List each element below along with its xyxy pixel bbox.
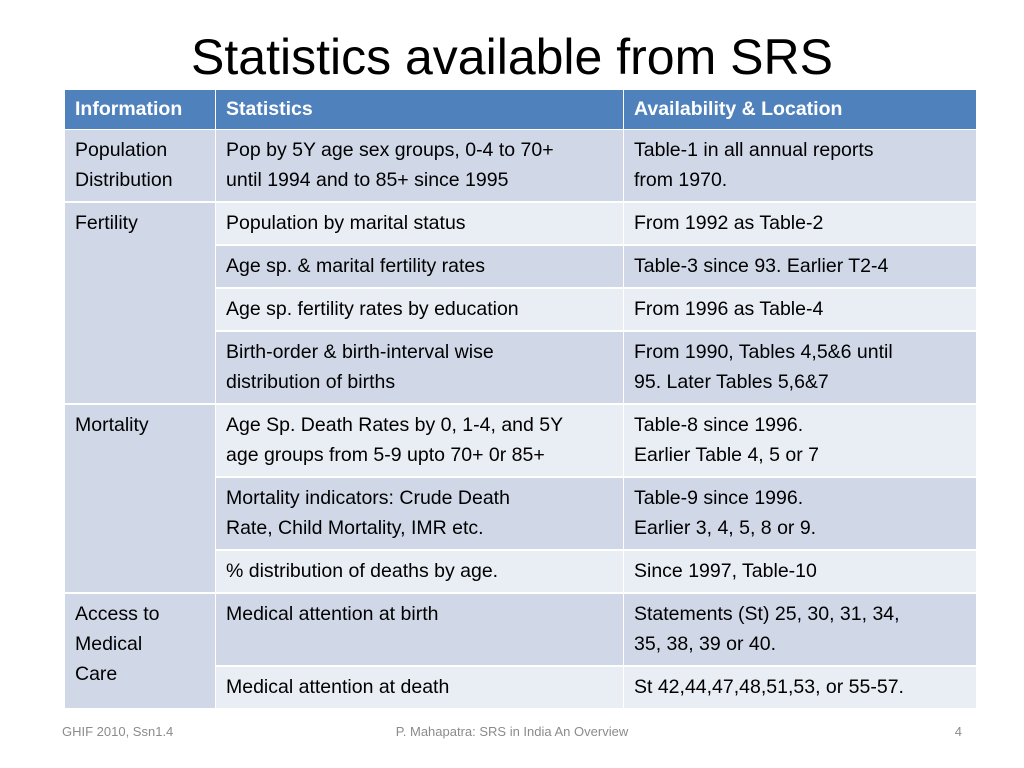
availability-cell: From 1992 as Table-2 [623,201,977,246]
table-row: Age sp. & marital fertility rates Table-… [65,244,977,289]
availability-text: Table-1 in all annual reports from 1970. [634,139,874,191]
availability-cell: Statements (St) 25, 30, 31, 34, 35, 38, … [623,592,977,667]
availability-cell: St 42,44,47,48,51,53, or 55-57. [623,665,977,710]
statistics-cell: Population by marital status [215,201,624,246]
table-row: Mortality indicators: Crude Death Rate, … [65,476,977,551]
availability-text: From 1992 as Table-2 [634,212,824,234]
category-label: Access to Medical Care [75,603,160,685]
statistics-text: Pop by 5Y age sex groups, 0-4 to 70+ unt… [226,139,554,191]
availability-text: From 1990, Tables 4,5&6 until 95. Later … [634,341,893,393]
availability-text: Since 1997, Table-10 [634,560,817,582]
availability-text: Table-8 since 1996. Earlier Table 4, 5 o… [634,414,819,466]
statistics-text: Age sp. & marital fertility rates [226,255,486,277]
availability-cell: Table-3 since 93. Earlier T2-4 [623,244,977,289]
slide-title: Statistics available from SRS [191,29,833,85]
statistics-text: Population by marital status [226,212,466,234]
statistics-text: Medical attention at death [226,676,450,698]
category-label: Population Distribution [75,139,173,191]
statistics-cell: Pop by 5Y age sex groups, 0-4 to 70+ unt… [215,129,624,203]
table-row: Population Distribution Pop by 5Y age se… [64,129,977,203]
category-label: Mortality [75,414,149,436]
statistics-cell: Medical attention at birth [215,592,624,667]
availability-text: From 1996 as Table-4 [634,298,824,320]
table-row: % distribution of deaths by age. Since 1… [65,549,977,594]
footer-presentation-title: P. Mahapatra: SRS in India An Overview [395,724,629,739]
table-row: Age sp. fertility rates by education Fro… [65,287,977,332]
category-cell: Access to Medical Care [64,592,216,710]
statistics-cell: Birth-order & birth-interval wise distri… [215,330,624,405]
table-row: Birth-order & birth-interval wise distri… [65,330,977,405]
statistics-text: % distribution of deaths by age. [226,560,499,582]
footer-session: GHIF 2010, Ssn1.4 [62,724,174,739]
statistics-cell: Mortality indicators: Crude Death Rate, … [215,476,624,551]
table-row: Medical attention at death St 42,44,47,4… [65,665,977,710]
category-cell: Population Distribution [64,129,216,203]
statistics-cell: % distribution of deaths by age. [215,549,624,594]
availability-cell: Table-8 since 1996. Earlier Table 4, 5 o… [623,403,977,478]
table-row: Access to Medical Care Medical attention… [64,592,977,710]
statistics-text: Birth-order & birth-interval wise distri… [226,341,494,393]
category-cell: Fertility [64,201,216,405]
footer-page-number: 4 [954,724,962,739]
availability-text: Table-9 since 1996. Earlier 3, 4, 5, 8 o… [634,487,817,539]
header-statistics: Statistics [215,89,624,130]
table-row: Fertility Population by marital status F… [64,201,977,405]
table-row: Mortality Age Sp. Death Rates by 0, 1-4,… [64,403,977,594]
category-label: Fertility [75,212,138,234]
statistics-cell: Age Sp. Death Rates by 0, 1-4, and 5Y ag… [215,403,624,478]
statistics-text: Medical attention at birth [226,603,439,625]
availability-cell: Since 1997, Table-10 [623,549,977,594]
statistics-text: Mortality indicators: Crude Death Rate, … [226,487,510,539]
availability-text: St 42,44,47,48,51,53, or 55-57. [634,676,904,698]
availability-cell: Table-1 in all annual reports from 1970. [623,129,977,203]
table-header-row: Information Statistics Availability & Lo… [64,89,977,130]
availability-text: Table-3 since 93. Earlier T2-4 [634,255,889,277]
availability-cell: From 1996 as Table-4 [623,287,977,332]
statistics-text: Age Sp. Death Rates by 0, 1-4, and 5Y ag… [226,414,564,466]
category-cell: Mortality [64,403,216,594]
statistics-cell: Medical attention at death [215,665,624,710]
statistics-cell: Age sp. fertility rates by education [215,287,624,332]
header-availability: Availability & Location [623,89,977,130]
statistics-table: Information Statistics Availability & Lo… [64,89,977,710]
statistics-text: Age sp. fertility rates by education [226,298,519,320]
availability-cell: From 1990, Tables 4,5&6 until 95. Later … [623,330,977,405]
availability-cell: Table-9 since 1996. Earlier 3, 4, 5, 8 o… [623,476,977,551]
header-information: Information [64,89,216,130]
availability-text: Statements (St) 25, 30, 31, 34, 35, 38, … [634,603,900,655]
statistics-cell: Age sp. & marital fertility rates [215,244,624,289]
